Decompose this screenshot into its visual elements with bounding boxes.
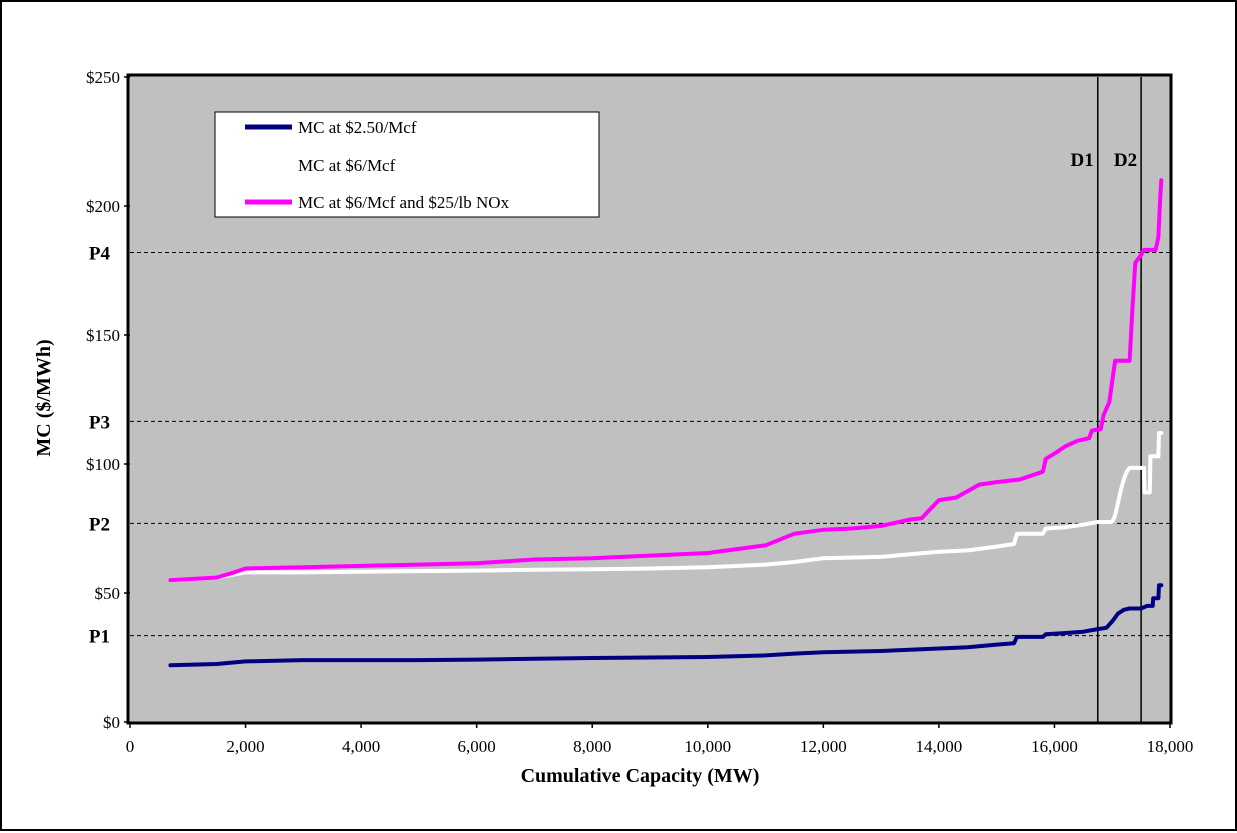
demand-reference-lines: D1 D2 [1071,77,1142,722]
x-tick-label: 10,000 [684,737,731,756]
y-tick-label: $50 [95,584,121,603]
x-tick-label: 18,000 [1147,737,1194,756]
x-axis: 0 2,000 4,000 6,000 8,000 10,000 12,000 14,000 1… [126,722,1194,756]
x-tick-label: 0 [126,737,135,756]
legend-label-series-0: MC at $2.50/Mcf [298,118,417,137]
y-axis: $0 $50 $100 $150 $200 $250 [86,68,130,732]
x-axis-title: Cumulative Capacity (MW) [521,765,760,787]
y-axis-title: MC ($/MWh) [33,339,55,456]
legend-label-series-2: MC at $6/Mcf and $25/lb NOx [298,193,510,212]
x-tick-label: 4,000 [342,737,380,756]
x-tick-label: 12,000 [800,737,847,756]
y-tick-label: $250 [86,68,120,87]
x-tick-label: 2,000 [226,737,264,756]
x-tick-label: 14,000 [916,737,963,756]
price-label-p3: P3 [89,412,110,433]
price-label-p4: P4 [89,243,111,264]
demand-label-d1: D1 [1071,150,1094,171]
legend-label-series-1: MC at $6/Mcf [298,156,396,175]
x-tick-label: 16,000 [1031,737,1078,756]
price-label-p2: P2 [89,514,110,535]
y-tick-label: $150 [86,326,120,345]
y-tick-label: $200 [86,197,120,216]
series-line-2 [168,178,1164,583]
legend: MC at $2.50/Mcf MC at $6/Mcf MC at $6/Mc… [214,111,600,218]
series-lines [168,178,1164,668]
y-tick-label: $0 [103,713,120,732]
price-label-p1: P1 [89,627,110,648]
series-line-1 [168,431,1164,583]
x-tick-label: 6,000 [458,737,496,756]
y-tick-label: $100 [86,455,120,474]
price-reference-lines: P1 P2 P3 P4 [89,243,1170,648]
series-line-0 [168,583,1164,668]
x-tick-label: 8,000 [573,737,611,756]
demand-label-d2: D2 [1114,150,1137,171]
